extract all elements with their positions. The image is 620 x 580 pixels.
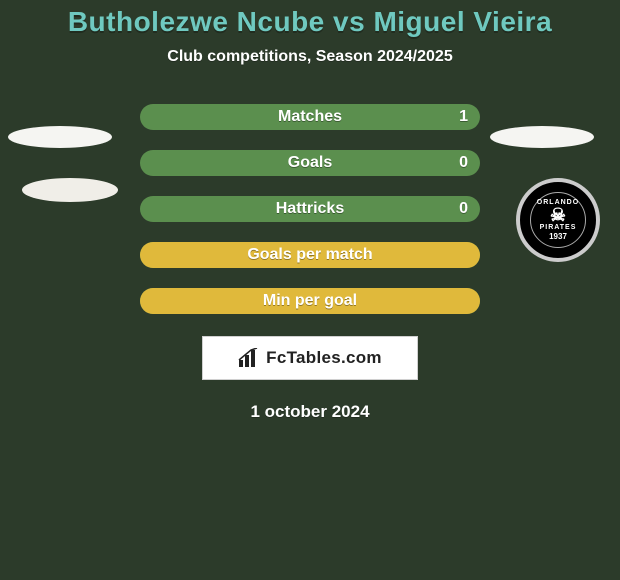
club-crest: ORLANDO ☠ PIRATES 1937 (516, 178, 600, 262)
bar-label: Min per goal (140, 288, 480, 314)
stat-bar: Matches1 (140, 104, 480, 130)
subtitle: Club competitions, Season 2024/2025 (0, 48, 620, 66)
bar-label: Hattricks (140, 196, 480, 222)
crest-skull-icon: ☠ (550, 206, 566, 224)
bar-value: 1 (459, 104, 468, 130)
fctables-watermark: FcTables.com (202, 336, 418, 380)
bar-label: Matches (140, 104, 480, 130)
club-crest-inner: ORLANDO ☠ PIRATES 1937 (530, 192, 586, 248)
stat-bars: Matches1Goals0Hattricks0Goals per matchM… (140, 104, 480, 314)
crest-year: 1937 (549, 232, 567, 241)
bar-label: Goals (140, 150, 480, 176)
stat-bar: Hattricks0 (140, 196, 480, 222)
stat-bar: Min per goal (140, 288, 480, 314)
stat-bar: Goals per match (140, 242, 480, 268)
crest-text-bottom: PIRATES (540, 224, 577, 231)
bar-value: 0 (459, 150, 468, 176)
bar-chart-icon (238, 348, 260, 368)
fctables-text: FcTables.com (266, 348, 382, 368)
player-left-badge-1 (8, 126, 112, 148)
bar-value: 0 (459, 196, 468, 222)
player-left-badge-2 (22, 178, 118, 202)
bar-label: Goals per match (140, 242, 480, 268)
comparison-infographic: Butholezwe Ncube vs Miguel Vieira Club c… (0, 0, 620, 580)
stat-bar: Goals0 (140, 150, 480, 176)
date-text: 1 october 2024 (0, 402, 620, 422)
page-title: Butholezwe Ncube vs Miguel Vieira (0, 0, 620, 38)
player-right-badge-1 (490, 126, 594, 148)
